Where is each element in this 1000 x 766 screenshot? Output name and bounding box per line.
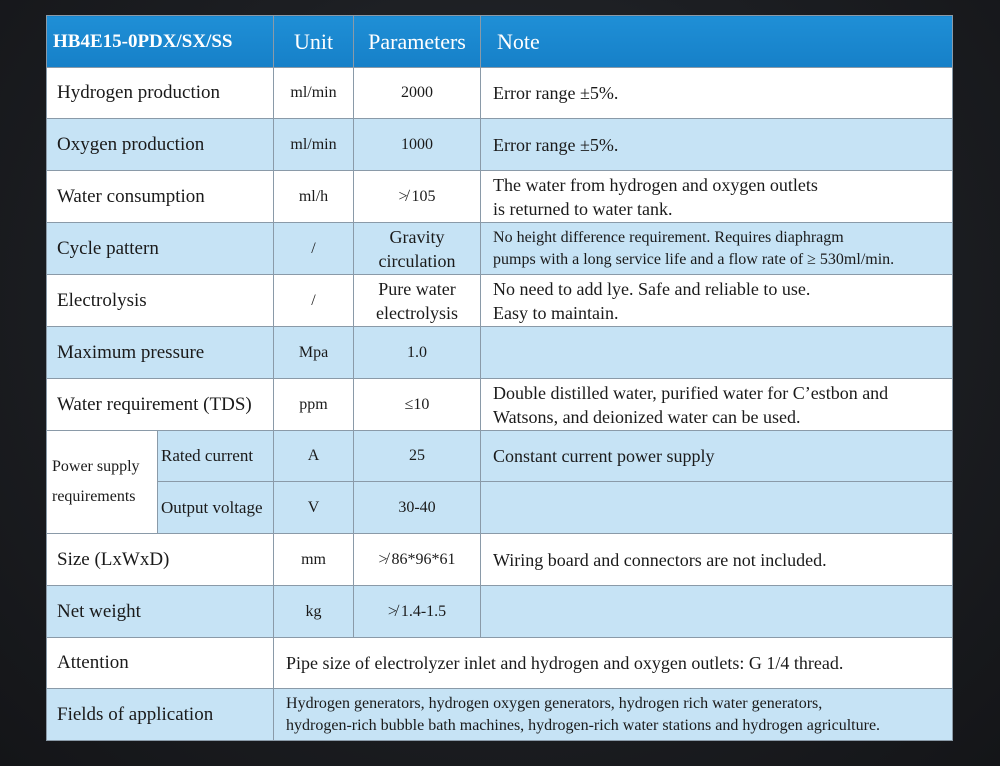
row-unit: ml/h [273, 170, 355, 223]
note-line: Double distilled water, purified water f… [493, 382, 889, 403]
row-note [480, 326, 954, 379]
note-line: No need to add lye. Safe and reliable to… [493, 278, 811, 299]
row-note [480, 481, 954, 534]
row-unit: kg [273, 585, 355, 638]
row-param: ≤10 [353, 378, 482, 431]
table-row: Output voltage V 30-40 [47, 481, 954, 534]
fields-text: Hydrogen generators, hydrogen oxygen gen… [273, 688, 954, 741]
row-name: Hydrogen production [45, 67, 275, 119]
param-line: Gravity [389, 226, 445, 247]
fields-line: Hydrogen generators, hydrogen oxygen gen… [286, 694, 823, 712]
row-param: ≯ 105 [353, 170, 482, 223]
row-name: Net weight [45, 585, 275, 638]
row-unit: / [273, 274, 355, 327]
row-param: 25 [353, 430, 482, 482]
row-unit: ppm [273, 378, 355, 431]
row-param: 1.0 [353, 326, 482, 379]
row-name: Size (LxWxD) [45, 533, 275, 586]
fields-line: hydrogen-rich bubble bath machines, hydr… [286, 716, 881, 734]
table-row: Size (LxWxD) mm ≯ 86*96*61 Wiring board … [45, 533, 954, 586]
row-unit: A [273, 430, 355, 482]
row-note: Wiring board and connectors are not incl… [480, 533, 954, 586]
row-note: Error range ±5%. [480, 67, 954, 119]
note-line: Watsons, and deionized water can be used… [493, 406, 801, 427]
row-name: Cycle pattern [45, 222, 275, 275]
table-row: Net weight kg ≯ 1.4-1.5 [45, 585, 954, 638]
table-row: Water requirement (TDS) ppm ≤10 Double d… [45, 378, 954, 431]
row-param: ≯ 86*96*61 [353, 533, 482, 586]
row-unit: Mpa [273, 326, 355, 379]
row-name: Water consumption [45, 170, 275, 223]
table-row: Maximum pressure Mpa 1.0 [45, 326, 954, 379]
param-line: electrolysis [376, 302, 458, 323]
header-row: HB4E15-0PDX/SX/SS Unit Parameters Note [45, 15, 954, 68]
row-unit: ml/min [273, 67, 355, 119]
table-row: Electrolysis / Pure water electrolysis N… [45, 274, 954, 327]
spec-table: HB4E15-0PDX/SX/SS Unit Parameters Note H… [45, 15, 954, 741]
row-param: Gravity circulation [353, 222, 482, 275]
row-unit: / [273, 222, 355, 275]
param-line: Pure water [378, 278, 456, 299]
unit-header: Unit [273, 15, 355, 68]
note-header: Note [480, 15, 954, 68]
row-name: Maximum pressure [45, 326, 275, 379]
table-row: Attention Pipe size of electrolyzer inle… [45, 637, 954, 689]
row-note: No height difference requirement. Requir… [480, 222, 954, 275]
group-line: requirements [52, 488, 136, 505]
row-name: Electrolysis [45, 274, 275, 327]
row-note: No need to add lye. Safe and reliable to… [480, 274, 954, 327]
row-name: Fields of application [45, 688, 275, 741]
row-unit: V [273, 481, 355, 534]
table-row: Cycle pattern / Gravity circulation No h… [45, 222, 954, 275]
attention-text: Pipe size of electrolyzer inlet and hydr… [273, 637, 954, 689]
row-param: 1000 [353, 118, 482, 171]
note-line: No height difference requirement. Requir… [493, 228, 844, 246]
row-unit: mm [273, 533, 355, 586]
row-unit: ml/min [273, 118, 355, 171]
note-line: The water from hydrogen and oxygen outle… [493, 174, 818, 195]
row-note: The water from hydrogen and oxygen outle… [480, 170, 954, 223]
row-name: Oxygen production [45, 118, 275, 171]
row-note: Error range ±5%. [480, 118, 954, 171]
row-param: Pure water electrolysis [353, 274, 482, 327]
row-name: Output voltage [156, 481, 275, 534]
row-name: Water requirement (TDS) [45, 378, 275, 431]
model-header: HB4E15-0PDX/SX/SS [45, 15, 275, 68]
note-line: pumps with a long service life and a flo… [493, 250, 895, 268]
table-row: Hydrogen production ml/min 2000 Error ra… [45, 67, 954, 119]
table-row: Power supply requirements Rated current … [46, 430, 954, 534]
row-name: Attention [45, 637, 275, 689]
parameters-header: Parameters [353, 15, 482, 68]
note-line: Easy to maintain. [493, 302, 619, 323]
row-note: Double distilled water, purified water f… [480, 378, 954, 431]
row-param: 30-40 [353, 481, 482, 534]
table-row: Oxygen production ml/min 1000 Error rang… [45, 118, 954, 171]
row-note: Constant current power supply [480, 430, 954, 482]
row-note [480, 585, 954, 638]
power-group-label: Power supply requirements [46, 430, 158, 534]
param-line: circulation [378, 250, 456, 271]
row-name: Rated current [156, 430, 275, 482]
row-param: 2000 [353, 67, 482, 119]
table-row: Fields of application Hydrogen generator… [45, 688, 954, 741]
group-line: Power supply [52, 458, 140, 475]
note-line: is returned to water tank. [493, 198, 673, 219]
row-param: ≯ 1.4-1.5 [353, 585, 482, 638]
table-row: Water consumption ml/h ≯ 105 The water f… [45, 170, 954, 223]
